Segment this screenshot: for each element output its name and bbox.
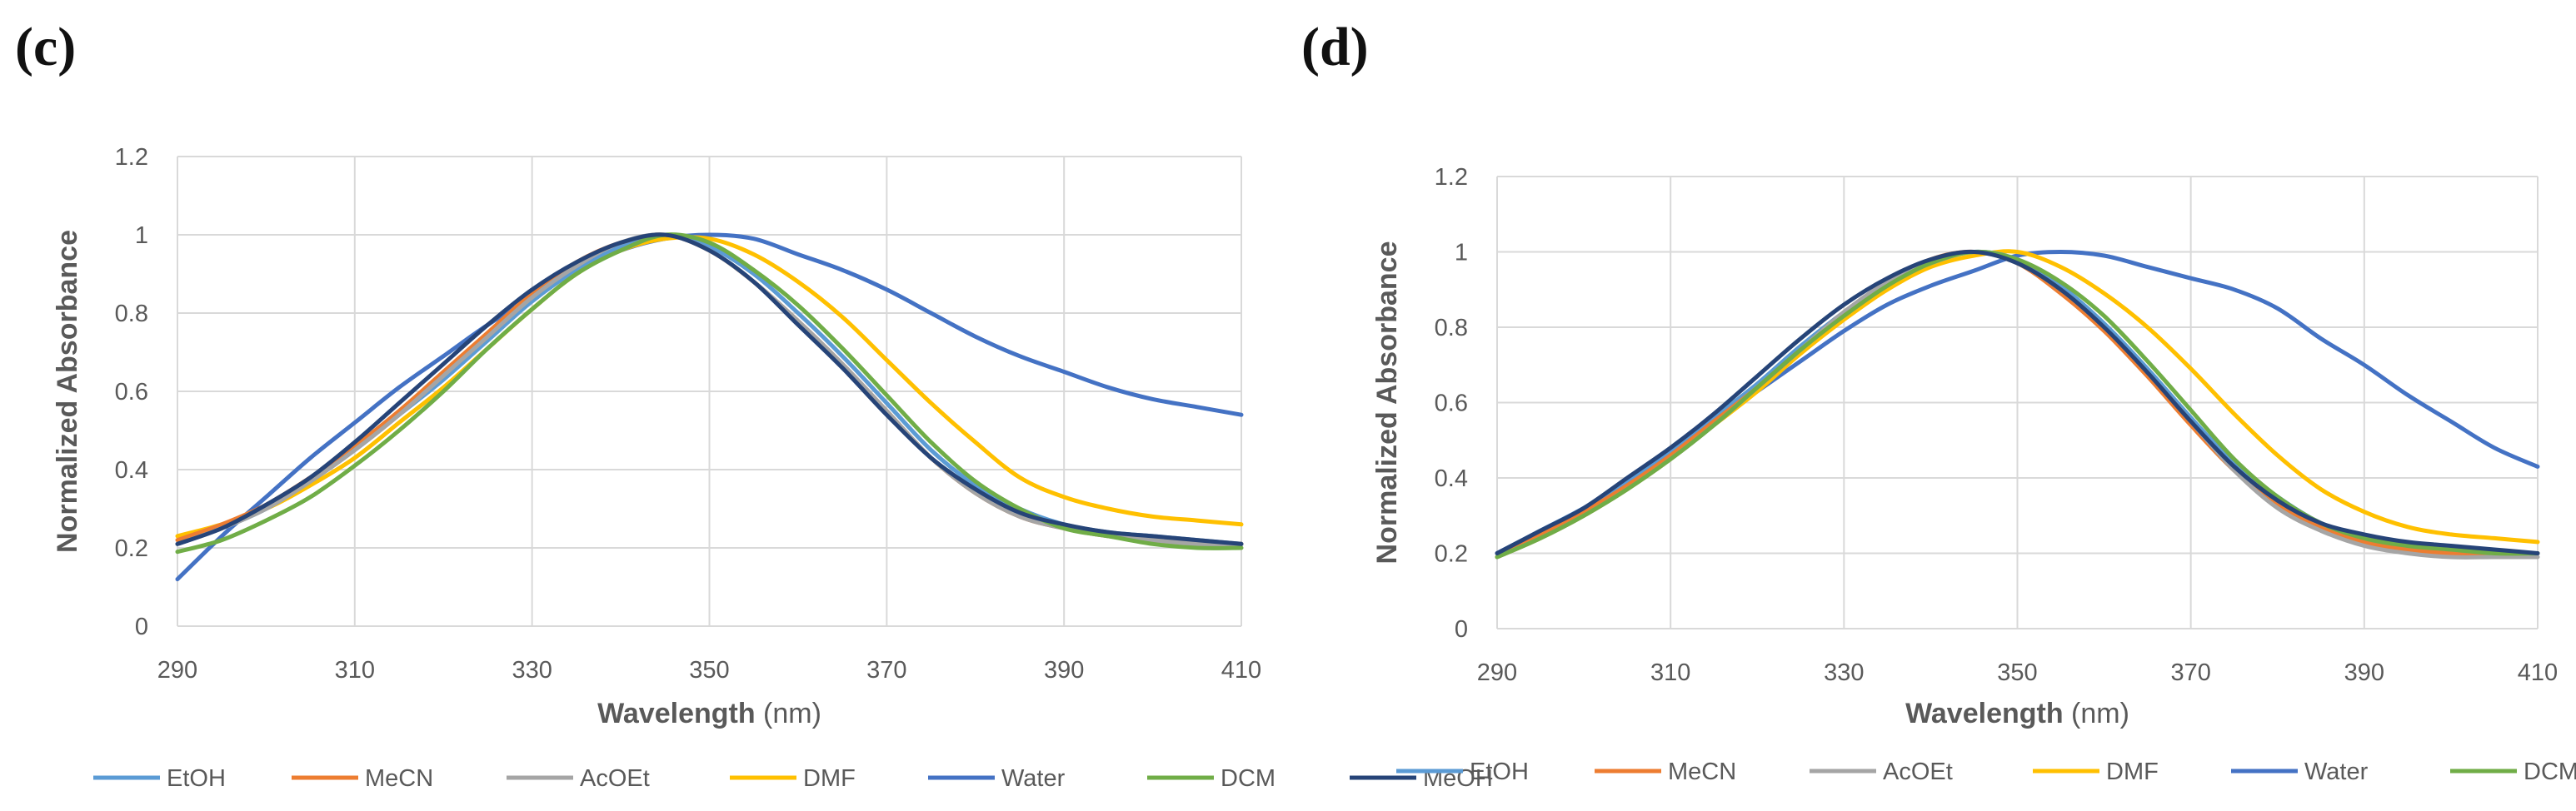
legend-label-etoh: EtOH [167,765,226,792]
x-tick-label: 370 [866,657,906,684]
x-tick-label: 350 [1997,659,2037,686]
legend-label-dcm: DCM [2524,759,2576,785]
series-line-dcm [175,232,1244,555]
x-tick-label: 410 [1221,657,1261,684]
y-tick-label: 1.2 [115,144,148,171]
y-tick-label: 1 [1455,240,1468,266]
x-tick-label: 330 [1824,659,1864,686]
chart-panel-c: (c) 0 0.2 0.4 0.6 0.8 1 1.2 290 310 330 350 370 390 41… [15,17,1493,792]
y-tick-label: 0 [1455,616,1468,643]
y-tick-label: 0.2 [1435,541,1468,568]
y-axis-title: Normalized Absorbance [52,230,83,553]
series-line-dcm [1495,249,2540,560]
x-tick-label: 290 [1477,659,1517,686]
x-tick-label: 330 [512,657,552,684]
x-tick-label: 310 [1650,659,1690,686]
panel-label: (d) [1301,17,1369,77]
y-tick-label: 1.2 [1435,164,1468,191]
legend-label-mecn: MeCN [1668,759,1736,785]
x-axis-title: Wavelength (nm) [1905,698,2129,729]
series-line-meoh [175,232,1244,546]
x-tick-label: 310 [335,657,375,684]
x-tick-label: 370 [2170,659,2210,686]
series-line-dmf [175,235,1244,539]
legend-label-acoet: AcOEt [580,765,650,792]
legend-label-acoet: AcOEt [1883,759,1953,785]
panel-label: (c) [15,17,76,77]
x-tick-label: 390 [2344,659,2384,686]
y-tick-label: 0 [135,614,148,640]
x-axis-title-main: Wavelength [1905,698,2064,729]
x-tick-label: 410 [2518,659,2558,686]
legend-label-mecn: MeCN [365,765,433,792]
y-tick-label: 0.8 [115,301,148,327]
series-line-meoh [1495,249,2540,555]
y-tick-label: 1 [135,222,148,249]
chart-panel-d: (d) 0 0.2 0.4 0.6 0.8 1 1.2 290 310 330 350 370 390 41… [1301,17,2576,785]
y-tick-label: 0.2 [115,535,148,562]
legend-label-dcm: DCM [1221,765,1276,792]
legend-label-water: Water [1001,765,1066,792]
legend-label-dmf: DMF [803,765,856,792]
y-tick-label: 0.6 [1435,391,1468,417]
x-axis-title-main: Wavelength [597,698,756,729]
legend-label-etoh: EtOH [1470,759,1529,785]
y-tick-label: 0.4 [115,457,148,484]
y-tick-label: 0.6 [115,379,148,406]
legend-label-water: Water [2304,759,2369,785]
y-tick-label: 0.8 [1435,315,1468,341]
y-axis-title: Normalized Absorbance [1371,241,1403,565]
x-tick-label: 290 [157,657,197,684]
y-tick-label: 0.4 [1435,465,1468,492]
x-tick-label: 390 [1044,657,1084,684]
x-tick-label: 350 [689,657,729,684]
x-axis-title-unit: (nm) [2064,698,2129,729]
x-axis-title: Wavelength (nm) [597,698,821,729]
x-axis-title-unit: (nm) [756,698,821,729]
legend-label-dmf: DMF [2106,759,2159,785]
